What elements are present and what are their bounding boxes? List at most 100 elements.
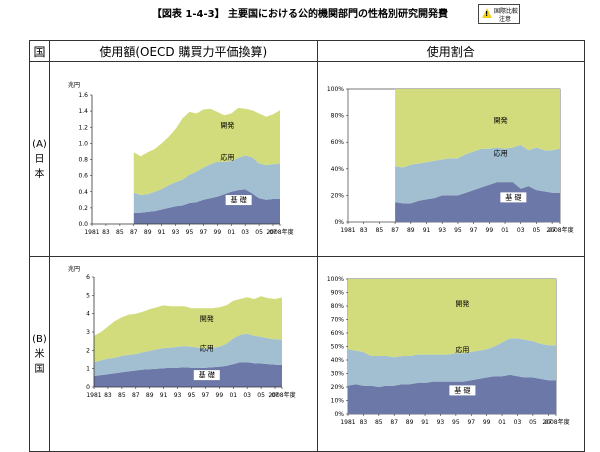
- header-share: 使用割合: [316, 40, 585, 62]
- header-amount: 使用額(OECD 購買力平価換算): [49, 40, 318, 62]
- area-development: [133, 107, 280, 195]
- x-tick-label: 05: [257, 392, 265, 399]
- x-tick-label: 87: [132, 392, 140, 399]
- x-tick-label: 83: [359, 419, 367, 426]
- chart-cell-japan-amount: 0.0 0.2 0.4 0.6 0.8 1.0 1.2 1.4 1.6 1981 83 85 87 89 9…: [49, 61, 318, 257]
- x-tick-label: 95: [452, 419, 460, 426]
- y-tick-label: 70%: [330, 317, 344, 324]
- x-tick-label: 83: [102, 229, 110, 236]
- x-tick-label: 2008年度: [268, 391, 295, 399]
- country-label-line: 日: [34, 153, 45, 165]
- x-tick-label: 1981: [340, 227, 355, 234]
- x-tick-label: 03: [243, 392, 251, 399]
- y-tick-label: 100%: [326, 276, 343, 283]
- x-tick-label: 03: [513, 419, 521, 426]
- y-tick-label: 40%: [330, 357, 344, 364]
- y-tick-label: 50%: [330, 344, 344, 351]
- y-tick-label: 0.8: [78, 157, 88, 164]
- x-tick-label: 93: [436, 419, 444, 426]
- y-tick-label: 0%: [334, 219, 344, 226]
- x-tick-label: 05: [532, 227, 540, 234]
- y-tick-label: 0.4: [78, 189, 88, 196]
- y-tick-label: 6: [86, 274, 90, 281]
- basic-label-bg: [193, 370, 220, 381]
- x-tick-label: 83: [104, 392, 112, 399]
- x-tick-label: 93: [438, 227, 446, 234]
- y-tick-label: 1.0: [78, 140, 88, 147]
- x-tick-label: 91: [422, 227, 430, 234]
- area-development: [94, 296, 282, 363]
- series-label-applied: 応用: [493, 149, 507, 158]
- basic-label-bg: [499, 192, 526, 203]
- x-tick-label: 87: [130, 229, 138, 236]
- series-label-basic: 基 礎: [505, 192, 521, 201]
- country-label-line: (B): [32, 333, 47, 345]
- x-tick-label: 07: [544, 419, 552, 426]
- chart-japan-amount: 0.0 0.2 0.4 0.6 0.8 1.0 1.2 1.4 1.6 1981 83 85 87 89 9…: [68, 81, 294, 236]
- area-applied: [347, 338, 556, 387]
- country-label-line: 米: [34, 348, 45, 360]
- x-tick-label: 89: [406, 227, 414, 234]
- warning-icon: [482, 8, 492, 18]
- x-tick-label: 91: [158, 229, 166, 236]
- y-tick-label: 1: [86, 366, 90, 373]
- x-tick-label: 99: [482, 419, 490, 426]
- country-cell-usa: (B) 米 国: [29, 256, 50, 452]
- x-tick-label: 03: [241, 229, 249, 236]
- y-tick-label: 1.6: [78, 92, 88, 99]
- x-tick-label: 99: [214, 229, 222, 236]
- x-tick-label: 87: [390, 419, 398, 426]
- x-tick-label: 97: [200, 229, 208, 236]
- y-tick-label: 5: [86, 292, 90, 299]
- chart-cell-usa-amount: 0 1 2 3 4 5 6 1981 83 85 87 89 91 93 95 97 99 01 03 05 07 200…: [49, 256, 318, 452]
- country-label-line: 国: [34, 363, 45, 375]
- x-tick-label: 83: [359, 227, 367, 234]
- x-tick-label: 1981: [84, 229, 99, 236]
- x-tick-label: 93: [172, 229, 180, 236]
- badge-line1: 国際比較: [494, 8, 519, 15]
- y-tick-label: 4: [86, 311, 90, 318]
- y-tick-label: 0: [86, 384, 90, 391]
- x-tick-label: 03: [516, 227, 524, 234]
- x-tick-label: 93: [174, 392, 182, 399]
- international-comparison-note-badge: ! 国際比較 注意: [478, 4, 520, 24]
- x-tick-label: 85: [375, 227, 383, 234]
- country-cell-japan: (A) 日 本: [29, 61, 50, 257]
- x-tick-label: 05: [529, 419, 537, 426]
- chart-japan-share: 0% 20% 40% 60% 80% 100% 1981 83 85 87 89 91 93 95 97 99…: [326, 86, 573, 234]
- x-tick-label: 99: [216, 392, 224, 399]
- x-tick-label: 85: [374, 419, 382, 426]
- country-label-line: (A): [32, 138, 47, 150]
- series-label-development: 開発: [493, 115, 507, 124]
- y-unit-label: 兆円: [68, 81, 80, 89]
- series-label-development: 開発: [220, 120, 234, 129]
- y-unit-label: 兆円: [68, 265, 80, 273]
- header-country: 国: [29, 40, 50, 62]
- y-tick-label: 1.4: [78, 108, 88, 115]
- x-tick-label: 07: [269, 229, 277, 236]
- page-title: 【図表 1-4-3】 主要国における公的機関部門の性格別研究開発費: [151, 9, 449, 20]
- series-label-applied: 応用: [200, 344, 214, 353]
- x-tick-label: 2008年度: [266, 228, 293, 236]
- y-tick-label: 1.2: [78, 124, 88, 131]
- series-label-basic: 基 礎: [454, 385, 470, 394]
- series-label-basic: 基 礎: [199, 370, 215, 379]
- y-tick-label: 0.6: [78, 173, 88, 180]
- country-label-line: 本: [34, 168, 45, 180]
- x-tick-label: 89: [405, 419, 413, 426]
- x-tick-label: 97: [469, 227, 477, 234]
- y-tick-label: 90%: [330, 290, 344, 297]
- warning-mark: !: [485, 10, 489, 18]
- x-tick-label: 01: [229, 392, 237, 399]
- basic-label-bg: [448, 385, 475, 396]
- y-tick-label: 0.2: [78, 205, 88, 212]
- x-tick-label: 05: [255, 229, 263, 236]
- y-tick-label: 60%: [330, 139, 344, 146]
- x-tick-label: 97: [467, 419, 475, 426]
- x-tick-label: 01: [498, 419, 506, 426]
- x-tick-label: 2008年度: [546, 226, 573, 234]
- x-tick-label: 99: [485, 227, 493, 234]
- chart-cell-usa-share: 0% 10% 20% 30% 40% 50% 60% 70% 80% 90% 100% 1981 83 8…: [316, 256, 585, 452]
- series-label-development: 開発: [200, 314, 214, 323]
